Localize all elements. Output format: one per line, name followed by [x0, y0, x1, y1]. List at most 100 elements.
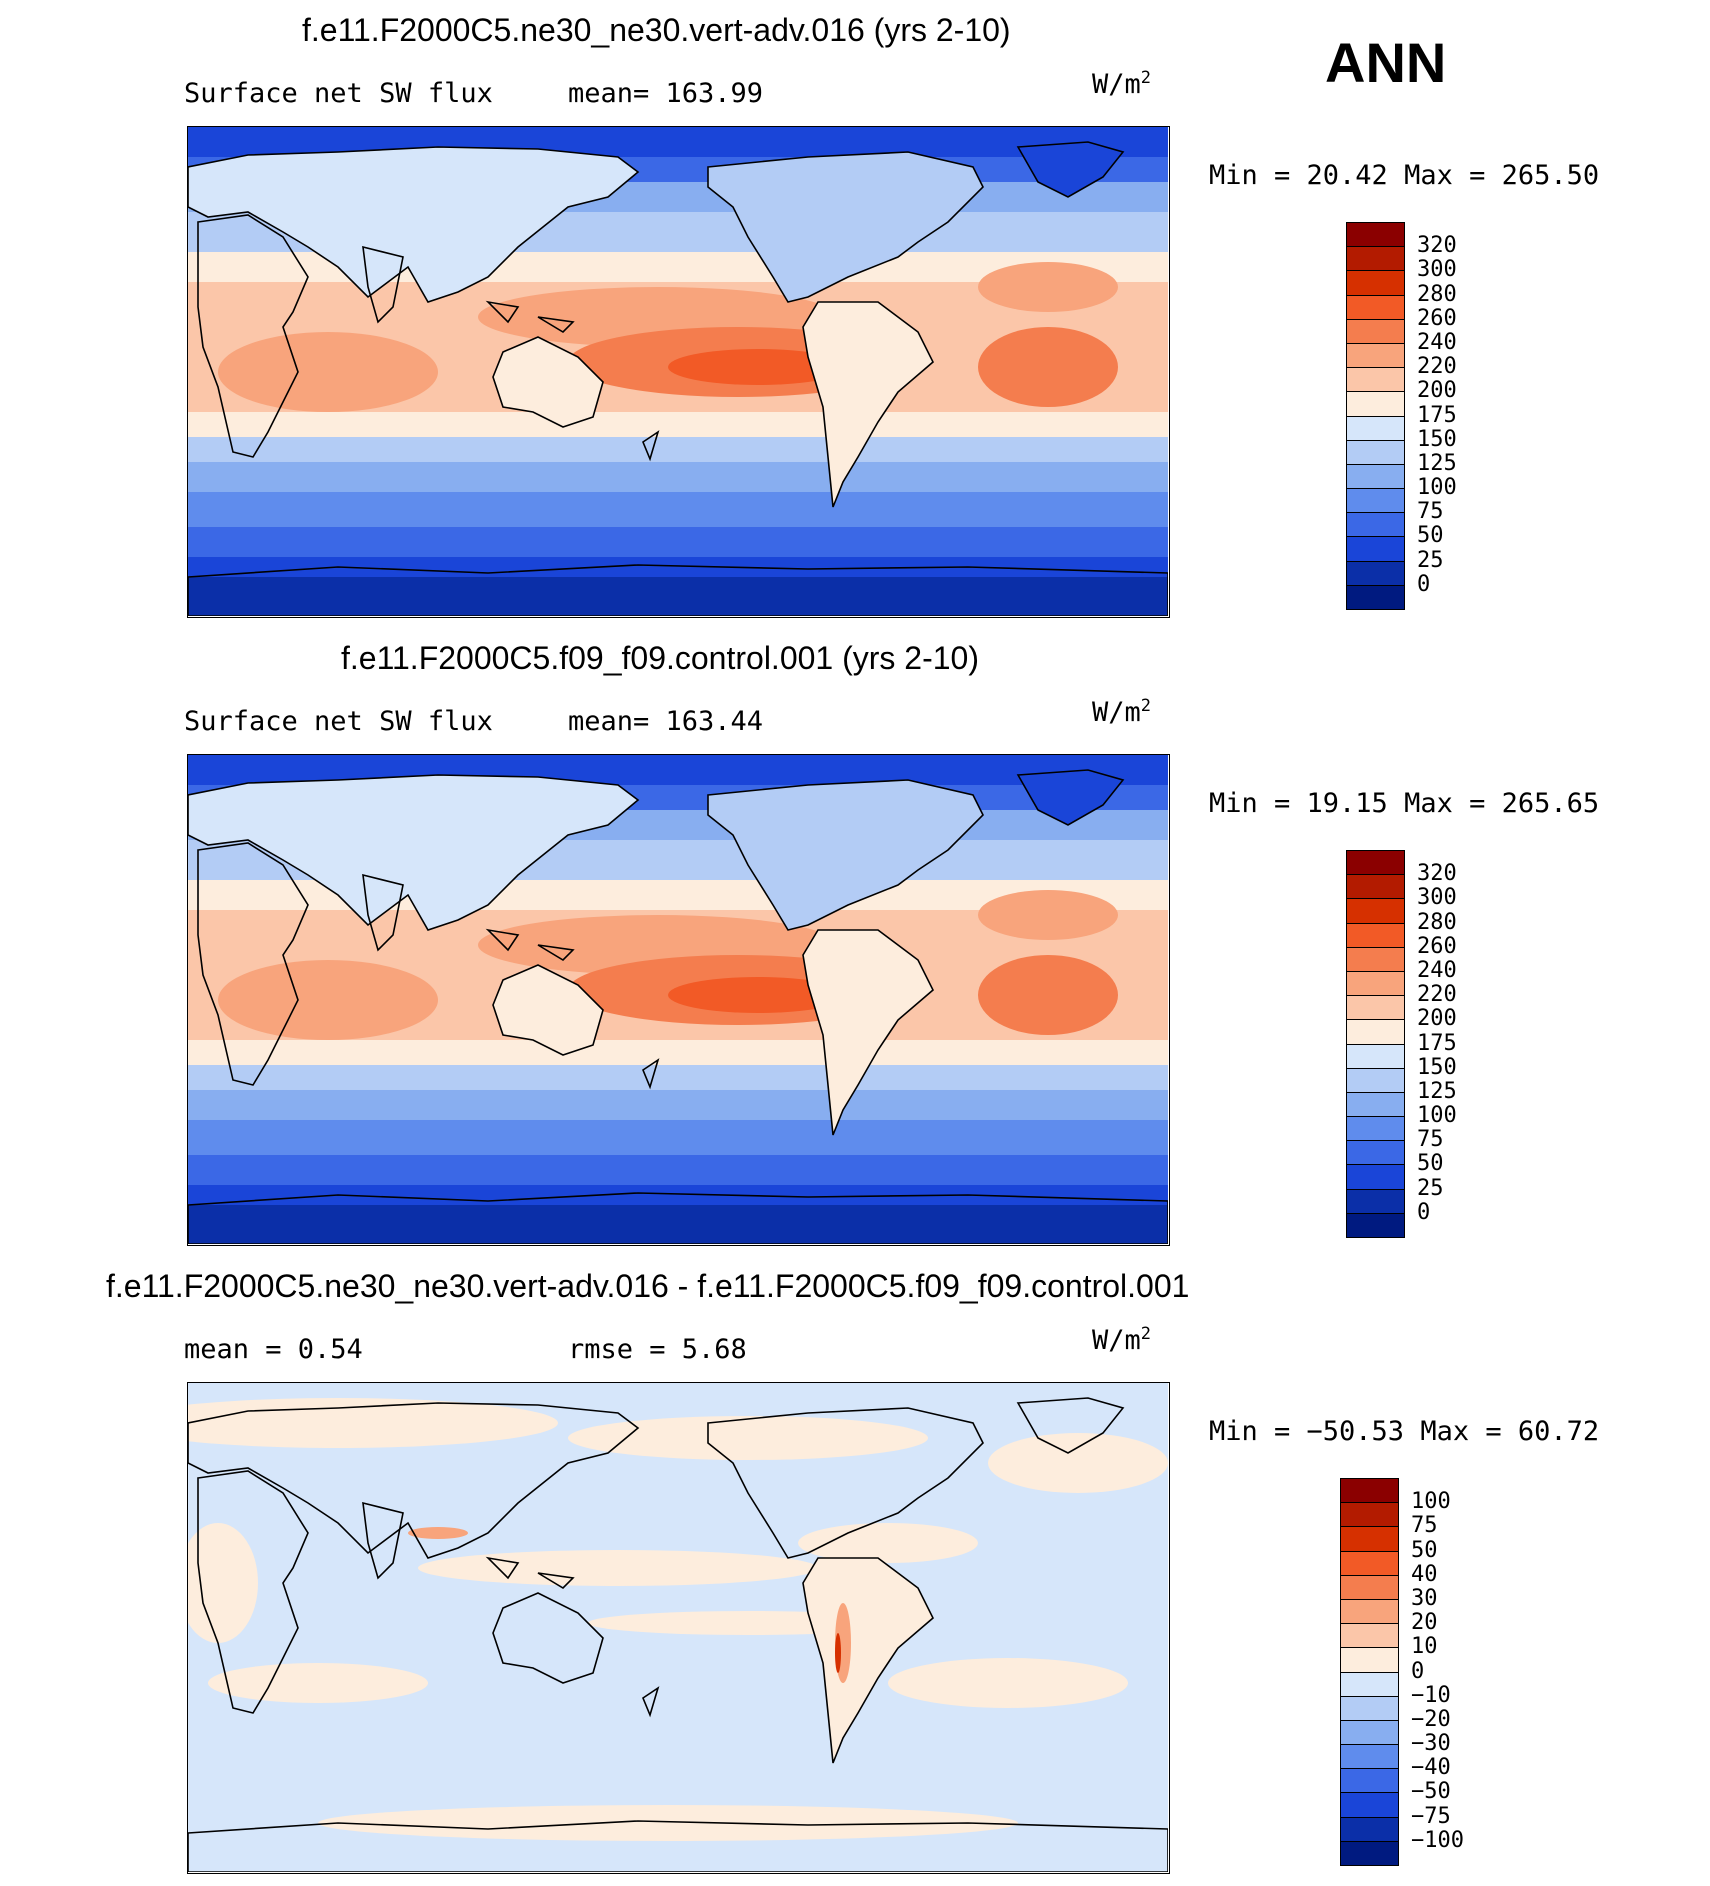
colorbar-swatch	[1346, 512, 1405, 538]
colorbar-swatch	[1340, 1768, 1399, 1794]
panel-3-colorbar: 100 75 50 40 30 20 10 0 −10 −20 −30 −40 −50 −75 −100	[1340, 1478, 1464, 1866]
coastline	[1016, 141, 1125, 198]
panel-3-rmse-label: rmse = 5.68	[568, 1334, 747, 1365]
colorbar-swatch	[1340, 1719, 1399, 1746]
colorbar-swatch	[1340, 1647, 1399, 1673]
colorbar-swatch	[1346, 898, 1405, 924]
colorbar-swatch	[1346, 488, 1405, 514]
coastline	[1016, 769, 1125, 826]
colorbar-swatch	[1340, 1550, 1399, 1576]
colorbar-swatch	[1346, 1067, 1405, 1093]
panel-3-units-exp: 2	[1140, 1324, 1152, 1344]
colorbar-swatch	[1346, 584, 1405, 610]
colorbar-swatch	[1346, 367, 1405, 393]
colorbar-tick-label: 300	[1417, 257, 1457, 283]
colorbar-swatch	[1346, 246, 1405, 272]
colorbar-swatch	[1346, 270, 1405, 296]
colorbar-tick-label: 100	[1417, 1103, 1457, 1129]
colorbar-swatch	[1340, 1744, 1399, 1770]
colorbar-tick-label: 240	[1417, 957, 1457, 983]
colorbar-swatch	[1346, 294, 1405, 320]
colorbar-tick-label: 0	[1411, 1658, 1425, 1684]
panel-2-variable-label: Surface net SW flux	[184, 706, 493, 737]
colorbar-swatch	[1346, 1091, 1405, 1118]
colorbar-swatch	[1346, 1116, 1405, 1142]
panel-1-variable-label: Surface net SW flux	[184, 78, 493, 109]
panel-2-map	[187, 754, 1170, 1246]
colorbar-swatch	[1346, 850, 1405, 876]
colorbar-swatch	[1346, 318, 1405, 344]
panel-1-units-base: W/m	[1092, 69, 1141, 100]
colorbar-tick-label: 175	[1417, 402, 1457, 428]
panel-2-title: f.e11.F2000C5.f09_f09.control.001 (yrs 2…	[341, 640, 979, 676]
panel-3-map-svg	[188, 1383, 1168, 1872]
colorbar-tick-label: 240	[1417, 329, 1457, 355]
panel-2-mean-label: mean= 163.44	[568, 706, 764, 737]
colorbar-swatch	[1340, 1695, 1399, 1721]
colorbar-tick-label: 320	[1417, 233, 1457, 259]
coastline	[802, 1557, 934, 1764]
panel-1-map	[187, 126, 1170, 618]
coastline	[188, 564, 1168, 616]
panel-3-map	[187, 1382, 1170, 1874]
panel-3-mean-label: mean = 0.54	[184, 1334, 363, 1365]
coastline	[802, 929, 934, 1136]
colorbar-tick-label: 75	[1417, 499, 1444, 525]
panel-1-mean-label: mean= 163.99	[568, 78, 764, 109]
colorbar-swatch	[1346, 463, 1405, 490]
colorbar-swatch	[1346, 1188, 1405, 1214]
colorbar-tick-label: 0	[1417, 1199, 1431, 1225]
coastline	[492, 964, 604, 1056]
colorbar-tick-label: 50	[1411, 1537, 1438, 1563]
panel-3-units: W/m2	[1092, 1324, 1151, 1356]
panel-3-minmax: Min = −50.53 Max = 60.72	[1209, 1416, 1600, 1447]
panel-1-minmax: Min = 20.42 Max = 265.50	[1209, 160, 1600, 191]
colorbar-tick-label: 50	[1417, 523, 1444, 549]
colorbar-swatch	[1340, 1574, 1399, 1600]
colorbar-swatch	[1346, 536, 1405, 562]
colorbar-tick-label: 260	[1417, 305, 1457, 331]
colorbar-tick-label: −30	[1411, 1731, 1451, 1757]
coastline	[362, 873, 404, 952]
colorbar-swatch	[1340, 1816, 1399, 1842]
colorbar-tick-label: 200	[1417, 378, 1457, 404]
coastline	[485, 1556, 520, 1580]
colorbar-tick-label: 220	[1417, 354, 1457, 380]
colorbar-tick-label: 125	[1417, 450, 1457, 476]
colorbar-tick-label: −20	[1411, 1706, 1451, 1732]
colorbar-swatch	[1346, 439, 1405, 465]
panel-1-colorbar: 320 300 280 260 240 220 200 175 150 125 100 75 50 25 0	[1346, 222, 1457, 610]
colorbar-tick-label: 25	[1417, 547, 1444, 573]
colorbar-tick-label: 10	[1411, 1634, 1438, 1660]
panel-1-units-exp: 2	[1140, 68, 1152, 88]
colorbar-swatch	[1346, 1164, 1405, 1190]
panel-1-map-svg	[188, 127, 1168, 616]
coastline	[362, 1501, 404, 1580]
coastline	[188, 774, 640, 931]
panel-2-units-base: W/m	[1092, 697, 1141, 728]
colorbar-tick-label: 320	[1417, 861, 1457, 887]
colorbar-swatch	[1340, 1623, 1399, 1649]
colorbar-tick-label: 280	[1417, 281, 1457, 307]
colorbar-swatch	[1340, 1478, 1399, 1504]
colorbar-tick-label: 280	[1417, 909, 1457, 935]
coastline	[197, 1470, 309, 1714]
coastline	[492, 336, 604, 428]
colorbar-tick-label: 50	[1417, 1151, 1444, 1177]
colorbar-tick-label: −40	[1411, 1755, 1451, 1781]
coastline	[1016, 1397, 1125, 1454]
colorbar-tick-label: 40	[1411, 1561, 1438, 1587]
colorbar-swatch	[1346, 415, 1405, 441]
colorbar-tick-label: 75	[1417, 1127, 1444, 1153]
colorbar-tick-label: 150	[1417, 426, 1457, 452]
coastline	[188, 1820, 1168, 1872]
coastline	[642, 1058, 660, 1090]
coastline	[492, 1592, 604, 1684]
colorbar-tick-label: 200	[1417, 1006, 1457, 1032]
colorbar-swatch	[1340, 1502, 1399, 1528]
coastline	[197, 842, 309, 1086]
colorbar-swatch	[1346, 1043, 1405, 1069]
colorbar-swatch	[1346, 560, 1405, 586]
coastline	[188, 1192, 1168, 1244]
colorbar-tick-label: 20	[1411, 1610, 1438, 1636]
